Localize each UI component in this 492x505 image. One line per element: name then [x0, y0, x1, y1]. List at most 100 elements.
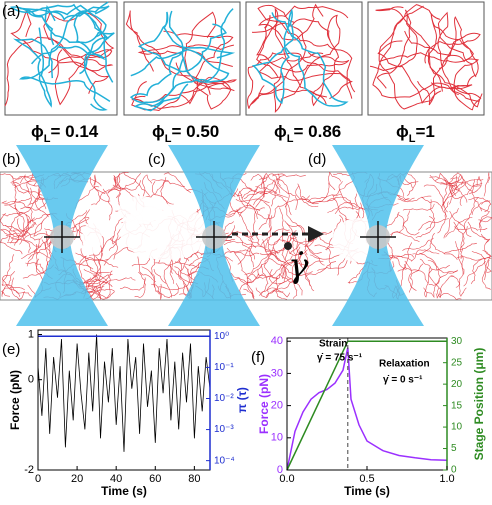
polymer	[463, 260, 486, 287]
polymer	[237, 194, 266, 210]
y2-tick-label: 10⁰	[214, 331, 229, 342]
polymer	[10, 277, 25, 300]
annotation: γ̇ = 0 s⁻¹	[383, 375, 423, 386]
y-tick-label: -2	[24, 464, 34, 476]
polymer	[137, 44, 234, 67]
y2-tick-label: 25	[451, 357, 463, 368]
polymer	[243, 280, 255, 300]
polymer	[279, 207, 284, 243]
polymer	[442, 179, 448, 213]
polymer	[91, 189, 119, 206]
panel-label: (f)	[251, 349, 265, 366]
polymer	[290, 236, 302, 267]
polymer	[265, 214, 271, 248]
polymer	[253, 215, 273, 236]
polymer	[467, 221, 491, 243]
void	[118, 196, 162, 224]
polymer	[10, 9, 113, 62]
y-axis-label: Force (pN)	[8, 370, 22, 430]
polymer	[441, 183, 466, 209]
polymer	[234, 268, 260, 284]
polymer	[245, 235, 254, 268]
phi-label-part: L	[44, 133, 51, 145]
annotation: Strain	[319, 339, 347, 350]
x-tick-label: 40	[110, 473, 122, 485]
y2-tick-label: 20	[451, 379, 463, 390]
polymer	[129, 46, 236, 104]
x-tick-label: 0.5	[359, 473, 374, 485]
polymer	[419, 252, 442, 279]
polymer	[454, 226, 488, 231]
polymer	[301, 196, 335, 204]
phi-label: ϕL=1	[396, 122, 435, 144]
polymer	[404, 30, 482, 111]
polymer	[428, 13, 479, 92]
panel-label: (e)	[2, 341, 20, 358]
polymer	[78, 259, 90, 288]
polymer	[19, 1, 111, 103]
polymer	[471, 258, 487, 285]
annotation: Relaxation	[379, 359, 430, 370]
polymer	[253, 211, 260, 245]
polymer	[21, 251, 53, 261]
polymer	[93, 174, 106, 195]
polymer	[295, 185, 319, 205]
panel-label: (d)	[308, 151, 326, 168]
phi-label-part: L	[287, 133, 294, 145]
polymer	[460, 226, 468, 260]
polymer	[1, 270, 15, 297]
y2-tick-label: 30	[451, 336, 463, 347]
phi-label-part: = 0.14	[50, 122, 98, 141]
polymer	[137, 256, 156, 283]
x-tick-label: 1.0	[439, 473, 454, 485]
phi-label-part: L	[409, 133, 416, 145]
y2-tick-label: 10⁻¹	[214, 362, 234, 373]
polymer	[468, 176, 482, 195]
polymer	[430, 240, 458, 261]
polymer	[273, 14, 341, 113]
polymer	[282, 264, 313, 277]
polymer	[239, 190, 258, 219]
polymer	[437, 201, 449, 234]
polymer	[1, 284, 32, 297]
polymer	[154, 262, 174, 284]
polymer	[88, 252, 103, 283]
polymer	[0, 173, 33, 180]
polymer	[138, 11, 227, 73]
polymer	[307, 194, 342, 202]
polymer	[404, 260, 417, 291]
polymer	[285, 204, 304, 234]
polymer	[115, 172, 129, 199]
polymer	[417, 32, 481, 106]
polymer	[437, 11, 480, 102]
polymer	[471, 179, 482, 212]
polymer	[397, 195, 432, 203]
polymer	[130, 10, 230, 83]
series-line	[37, 334, 211, 452]
y-tick-label: 30	[271, 367, 283, 379]
polymer	[234, 251, 252, 282]
polymer	[226, 247, 260, 257]
polymer	[237, 187, 268, 197]
polymer	[54, 12, 115, 106]
polymer	[450, 275, 467, 297]
polymer	[327, 196, 357, 208]
polymer	[397, 213, 420, 236]
polymer	[268, 191, 292, 216]
polymer	[437, 287, 462, 300]
polymer	[142, 174, 152, 198]
polymer	[87, 284, 115, 299]
y2-tick-label: 10	[451, 422, 463, 433]
x-tick-label: 20	[71, 473, 83, 485]
polymer	[292, 237, 322, 255]
polymer	[228, 205, 261, 214]
polymer	[156, 283, 180, 298]
polymer	[112, 180, 141, 191]
polymer	[309, 253, 344, 260]
polymer	[369, 9, 418, 89]
phi-label-part: ϕ	[396, 122, 409, 141]
polymer	[151, 283, 162, 300]
polymer	[375, 6, 483, 108]
polymer	[255, 287, 284, 299]
y2-tick-label: 10⁻³	[214, 424, 234, 435]
